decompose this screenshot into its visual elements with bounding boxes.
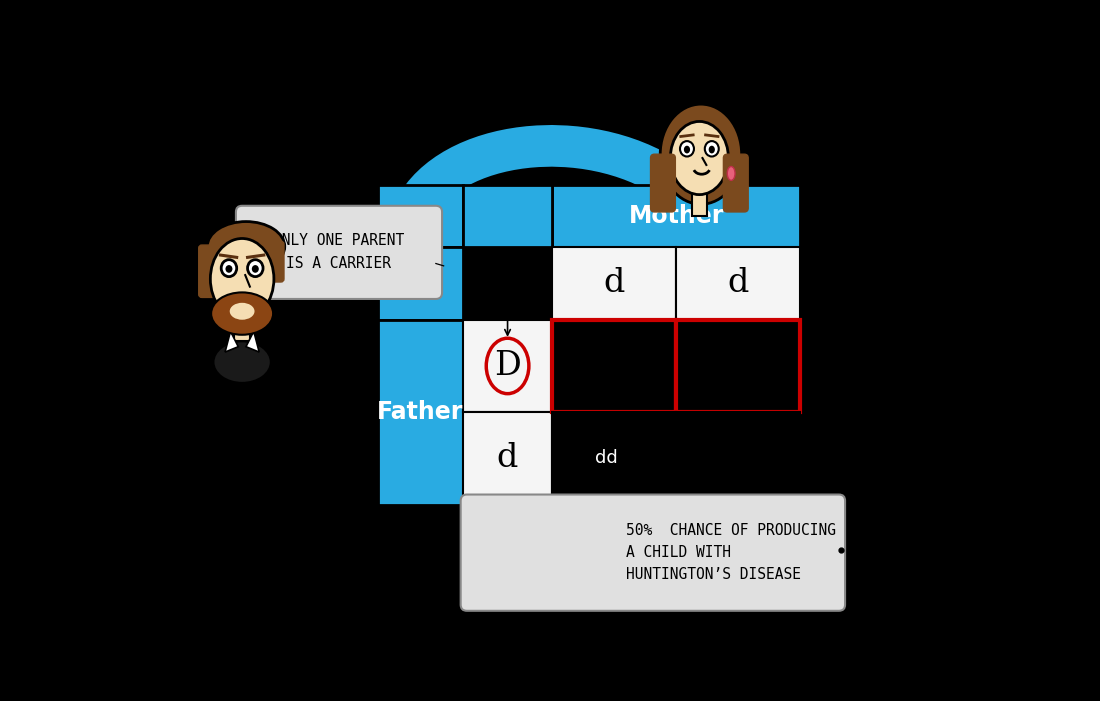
Polygon shape xyxy=(246,332,260,352)
FancyBboxPatch shape xyxy=(650,154,675,212)
Bar xyxy=(676,320,800,412)
Bar xyxy=(377,320,463,505)
Text: 50%  CHANCE OF PRODUCING
A CHILD WITH
HUNTINGTON’S DISEASE: 50% CHANCE OF PRODUCING A CHILD WITH HUN… xyxy=(626,522,836,582)
Bar xyxy=(463,185,552,247)
Ellipse shape xyxy=(248,259,263,277)
Ellipse shape xyxy=(670,121,728,195)
Ellipse shape xyxy=(684,146,690,154)
Ellipse shape xyxy=(727,167,735,180)
FancyBboxPatch shape xyxy=(264,241,284,282)
Bar xyxy=(552,320,676,412)
Ellipse shape xyxy=(207,222,285,271)
Text: ONLY ONE PARENT
IS A CARRIER: ONLY ONE PARENT IS A CARRIER xyxy=(274,233,405,271)
Bar xyxy=(234,316,250,341)
FancyBboxPatch shape xyxy=(461,494,845,611)
Polygon shape xyxy=(226,332,239,352)
Text: d: d xyxy=(497,442,518,475)
Bar xyxy=(377,247,463,320)
Text: d: d xyxy=(727,267,749,299)
Ellipse shape xyxy=(221,259,236,277)
Bar xyxy=(692,189,707,216)
Bar xyxy=(676,247,800,320)
Ellipse shape xyxy=(230,303,254,320)
FancyBboxPatch shape xyxy=(724,154,748,212)
Ellipse shape xyxy=(210,238,274,320)
Text: d: d xyxy=(604,267,625,299)
FancyBboxPatch shape xyxy=(199,245,220,297)
Ellipse shape xyxy=(660,104,741,204)
Ellipse shape xyxy=(226,265,232,273)
Text: Father: Father xyxy=(377,400,463,424)
Ellipse shape xyxy=(213,341,272,383)
Bar xyxy=(552,412,676,505)
Ellipse shape xyxy=(680,141,694,156)
Bar xyxy=(463,320,552,412)
Ellipse shape xyxy=(252,265,258,273)
Bar xyxy=(676,412,800,505)
Ellipse shape xyxy=(705,141,718,156)
Bar xyxy=(552,247,676,320)
Ellipse shape xyxy=(708,146,715,154)
FancyBboxPatch shape xyxy=(235,206,442,299)
Text: D: D xyxy=(494,350,521,382)
Bar xyxy=(463,412,552,505)
Ellipse shape xyxy=(211,292,273,335)
Bar xyxy=(552,185,800,247)
Bar xyxy=(377,185,463,247)
Text: dd: dd xyxy=(595,449,618,468)
Text: Mother: Mother xyxy=(628,204,724,228)
